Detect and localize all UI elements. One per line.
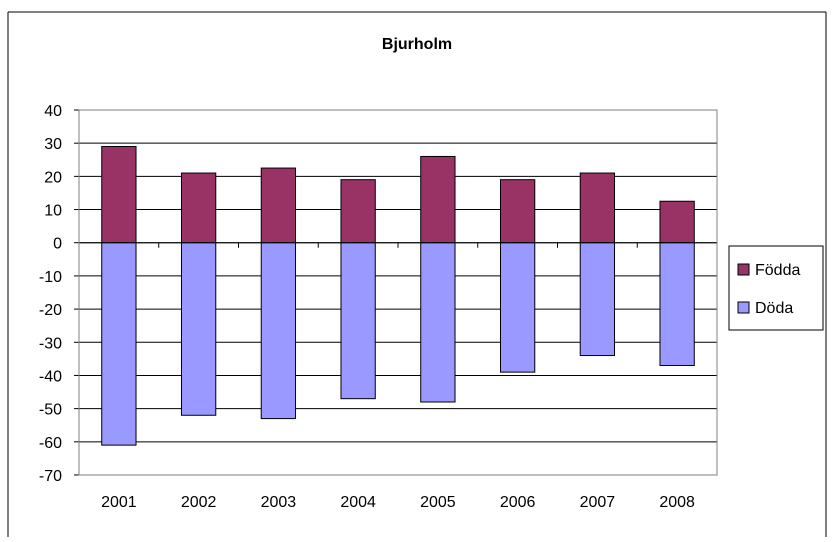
y-tick-label: -70: [39, 468, 62, 485]
bar-doda-2004: [340, 242, 376, 400]
legend-swatch-fodda: [737, 263, 750, 276]
y-tick-label: -30: [39, 335, 62, 352]
y-tick-label: 10: [44, 203, 62, 220]
bar-doda-2006: [499, 242, 536, 373]
bar-fodda-2006: [499, 179, 536, 244]
y-tick-label: 30: [44, 136, 62, 153]
x-tick-label: 2008: [659, 494, 695, 511]
bar-doda-2003: [260, 242, 297, 420]
legend-box: [728, 245, 824, 331]
y-tick-label: 40: [44, 103, 62, 120]
x-tick-label: 2005: [420, 494, 456, 511]
bar-doda-2001: [101, 242, 137, 446]
x-axis: 2001 2002 2003 2004 2005 2006 2007 2008: [78, 242, 718, 511]
bar-fodda-2002: [180, 172, 217, 244]
y-tick-label: 0: [53, 236, 62, 253]
y-tick-label: -20: [39, 302, 62, 319]
x-tick-label: 2001: [101, 494, 137, 511]
plot-border: [78, 109, 718, 476]
bar-fodda-2004: [340, 179, 376, 244]
bars: [101, 146, 695, 446]
plot-background: [79, 110, 717, 475]
legend-label-fodda: Födda: [755, 262, 800, 279]
bar-doda-2008: [659, 242, 695, 367]
bar-fodda-2001: [101, 146, 137, 244]
legend-items: Födda Döda: [737, 262, 800, 317]
legend: Födda Döda: [728, 245, 824, 331]
y-tick-label: -40: [39, 368, 62, 385]
x-tick-label: 2006: [500, 494, 536, 511]
y-tick-label: -60: [39, 435, 62, 452]
bar-fodda-2003: [260, 167, 297, 244]
bar-fodda-2007: [579, 172, 616, 244]
y-axis: 40 30 20 10 0 -10 -20 -30 -40 -50 -60 -70: [39, 103, 80, 485]
legend-label-doda: Döda: [755, 300, 793, 317]
y-tick-label: 20: [44, 169, 62, 186]
bar-doda-2007: [579, 242, 616, 357]
bar-fodda-2008: [659, 200, 695, 244]
x-tick-label: 2004: [340, 494, 376, 511]
legend-swatch-doda: [737, 301, 750, 314]
x-tick-label: 2007: [580, 494, 616, 511]
x-tick-label: 2002: [181, 494, 217, 511]
y-tick-label: -50: [39, 402, 62, 419]
bar-doda-2002: [180, 242, 217, 416]
y-tick-label: -10: [39, 269, 62, 286]
bar-fodda-2005: [420, 155, 456, 244]
bar-doda-2005: [420, 242, 456, 403]
x-tick-label: 2003: [261, 494, 297, 511]
chart-title: Bjurholm: [382, 36, 452, 53]
